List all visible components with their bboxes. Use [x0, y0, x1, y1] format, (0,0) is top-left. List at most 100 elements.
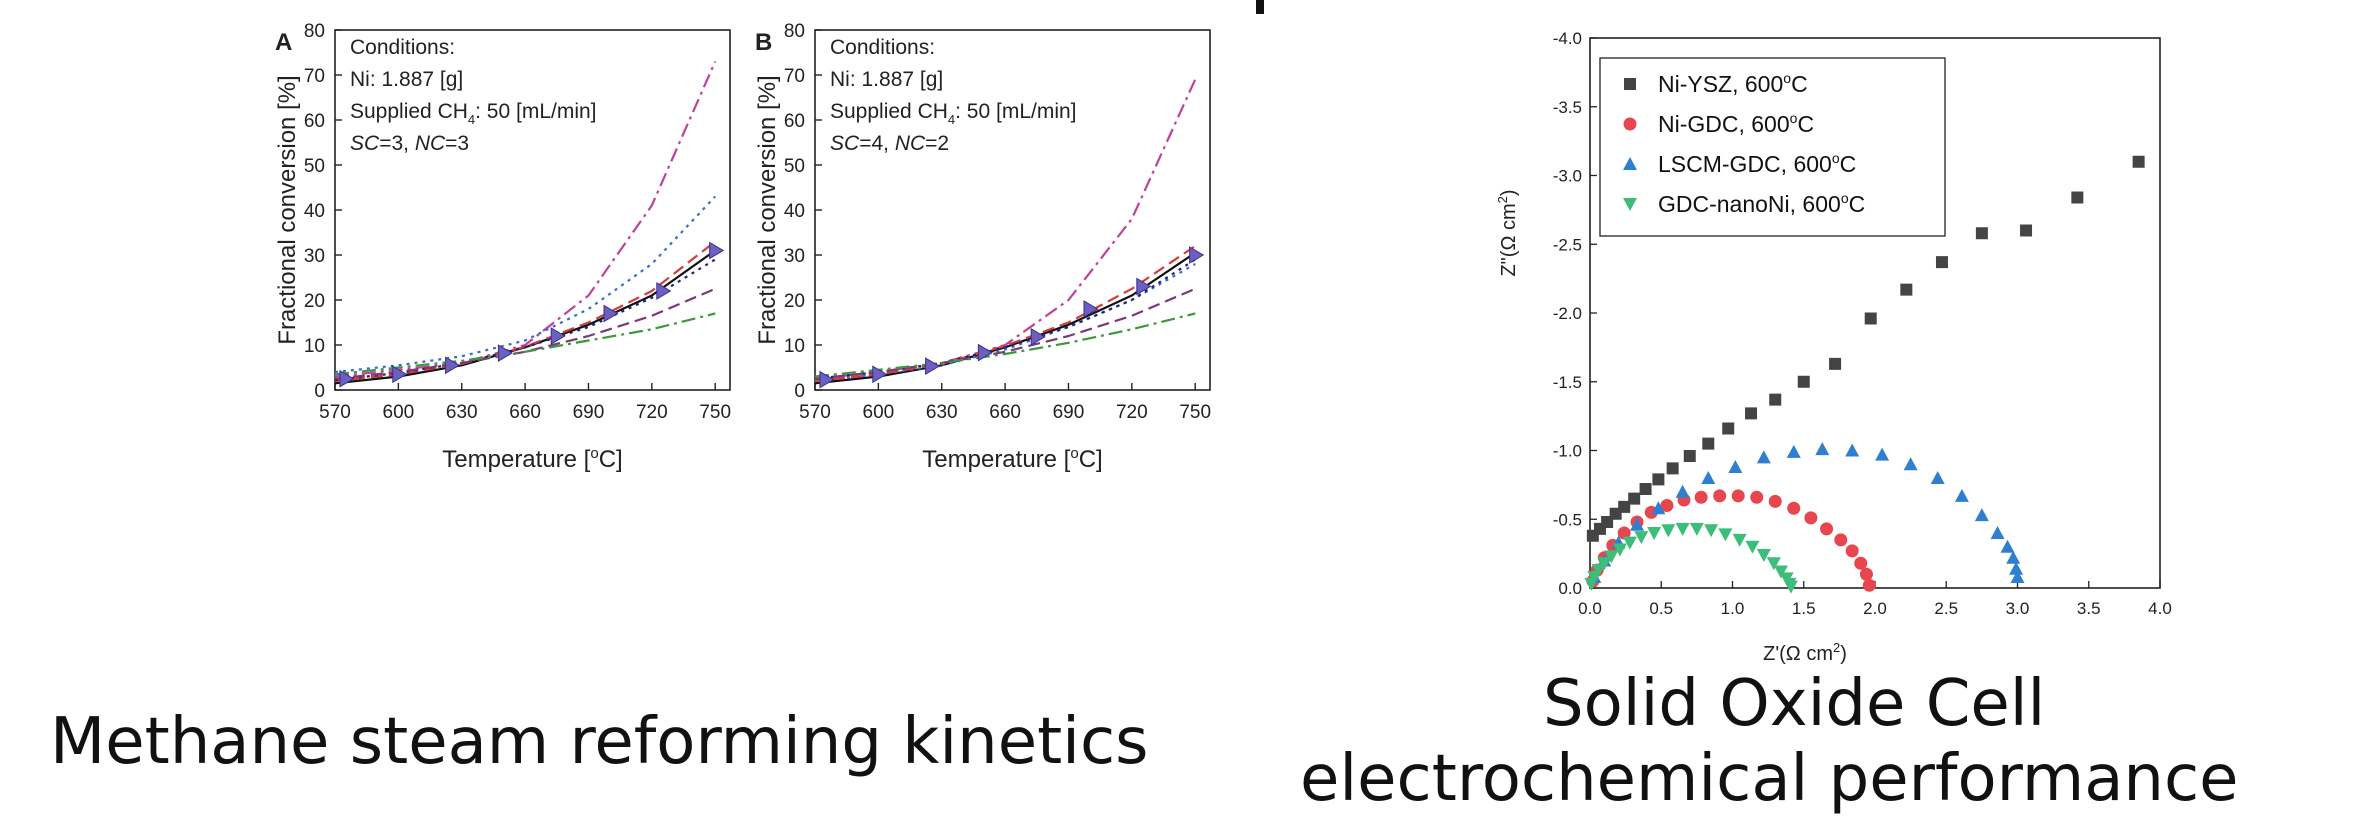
x-tick-label: 720: [1116, 402, 1148, 423]
y-axis-label-suffix: ): [1498, 189, 1520, 196]
y-tick-label: -1.0: [1553, 442, 1582, 461]
data-point-2: [2006, 550, 2021, 564]
y-tick-label: 40: [304, 201, 325, 222]
conditions-ratios: SC=3, NC=3: [350, 132, 469, 155]
x-tick-label: 2.0: [1863, 599, 1887, 618]
x-axis-label-suffix: C]: [599, 446, 623, 473]
y-tick-label: 80: [304, 21, 325, 42]
nc-label: NC: [895, 132, 926, 155]
x-axis-label-suffix: ): [1840, 643, 1847, 665]
eis-panel: 0.0 0.5 1.0 1.5 2.0 2.5 3.0 3.5 4.0 0.0 -0.5 -1.0 -1…: [1495, 29, 2172, 665]
y-axis-label-sup: 2: [1495, 196, 1510, 203]
data-point-2: [1756, 450, 1771, 464]
data-point-1: [1768, 494, 1782, 508]
data-point-0: [1745, 407, 1758, 420]
data-point-0: [2071, 191, 2084, 204]
y-tick-label: 30: [784, 246, 805, 267]
panel-letter: B: [755, 29, 772, 56]
data-point-3: [1704, 524, 1719, 538]
sc-value: =4,: [859, 132, 895, 155]
experimental-marker: [497, 344, 513, 362]
data-point-3: [1612, 543, 1627, 557]
legend-marker-0: [1624, 78, 1636, 90]
y-tick-label: 10: [784, 336, 805, 357]
y-tick-label: 0.0: [1558, 579, 1582, 598]
data-point-0: [1618, 500, 1631, 513]
experimental-marker: [392, 365, 408, 384]
legend-name: Ni-YSZ, 600: [1658, 71, 1783, 97]
x-tick-label: 2.5: [1934, 599, 1958, 618]
x-tick-label: 0.0: [1578, 599, 1602, 618]
legend-box: [1599, 57, 1946, 237]
x-axis-label-suffix: C]: [1079, 446, 1103, 473]
y-tick-label: 60: [304, 111, 325, 132]
y-tick-label: 10: [304, 336, 325, 357]
ch4-prefix: Supplied CH: [350, 100, 468, 123]
x-axis-label-text: Temperature [: [442, 446, 590, 473]
data-point-0: [1900, 283, 1913, 296]
x-tick-label: 1.0: [1721, 599, 1745, 618]
legend-marker-1: [1623, 117, 1637, 131]
data-point-2: [1974, 508, 1989, 522]
y-tick-label: 50: [304, 156, 325, 177]
experimental-marker: [1189, 246, 1205, 264]
legend-suffix: C: [1849, 191, 1866, 217]
data-point-2: [1875, 447, 1890, 461]
model-curve-6: [334, 312, 716, 376]
data-point-3: [1661, 524, 1676, 538]
legend-suffix: C: [1840, 151, 1857, 177]
x-axis-label-sup: 2: [1833, 640, 1840, 655]
ch4-subscript: 4: [468, 112, 475, 127]
data-point-2: [1903, 457, 1918, 471]
data-point-3: [1689, 522, 1704, 536]
legend-name: Ni-GDC, 600: [1658, 111, 1790, 137]
legend-sup: o: [1841, 190, 1849, 206]
caption-soc-line2: electrochemical performance: [1300, 742, 2239, 816]
x-axis-label-text: Temperature [: [922, 446, 1070, 473]
data-point-2: [2010, 570, 2025, 583]
x-tick-label: 600: [383, 402, 415, 423]
kinetics-panel-b: 570 600 630 660 690 720 750 0 10 20 30 40 50 60 70 80 Te…: [754, 21, 1211, 473]
ch4-suffix: : 50 [mL/min]: [955, 100, 1076, 123]
y-axis-label-text: Z"(Ω cm: [1498, 203, 1520, 276]
legend-sup: o: [1790, 110, 1798, 126]
model-curve-3: [334, 240, 716, 383]
y-tick-label: 60: [784, 111, 805, 132]
experimental-marker: [603, 304, 619, 323]
model-curve-5: [814, 287, 1196, 380]
data-point-3: [1756, 549, 1771, 562]
data-point-0: [1797, 375, 1810, 388]
data-point-0: [1628, 492, 1641, 505]
top-divider-mark: [1256, 0, 1264, 14]
legend-label-0: Ni-YSZ, 600oC: [1658, 70, 1808, 97]
y-tick-label: -2.5: [1553, 235, 1582, 254]
model-curve-4: [334, 258, 716, 382]
experimental-marker: [445, 356, 461, 375]
legend-sup: o: [1783, 70, 1791, 86]
experimental-marker: [1136, 277, 1152, 296]
experimental-marker: [1030, 328, 1046, 346]
data-point-1: [1820, 522, 1834, 536]
experimental-marker: [339, 369, 355, 388]
data-point-2: [1651, 501, 1666, 515]
experimental-marker: [925, 357, 941, 376]
y-tick-label: -0.5: [1553, 510, 1582, 529]
sc-value: =3,: [379, 132, 415, 155]
y-tick-label: 20: [304, 291, 325, 312]
caption-kinetics: Methane steam reforming kinetics: [50, 705, 1149, 779]
x-tick-label: 570: [319, 402, 351, 423]
experimental-marker: [977, 343, 993, 362]
x-axis-label-sup: o: [590, 445, 598, 462]
kinetics-panel-a: 570 600 630 660 690 720 750 0 10 20 30 40 50 60 70 80 Te…: [274, 21, 731, 473]
model-curve-4: [814, 258, 1196, 380]
ch4-suffix: : 50 [mL/min]: [475, 100, 596, 123]
data-point-3: [1622, 536, 1637, 550]
x-axis-label: Temperature [oC]: [922, 445, 1102, 473]
data-point-0: [1935, 256, 1948, 269]
y-tick-label: 20: [784, 291, 805, 312]
data-point-1: [1804, 511, 1818, 525]
y-tick-label: 30: [304, 246, 325, 267]
legend-label-3: GDC-nanoNi, 600oC: [1658, 190, 1865, 217]
y-tick-label: 0: [314, 381, 325, 402]
x-tick-label: 570: [799, 402, 831, 423]
